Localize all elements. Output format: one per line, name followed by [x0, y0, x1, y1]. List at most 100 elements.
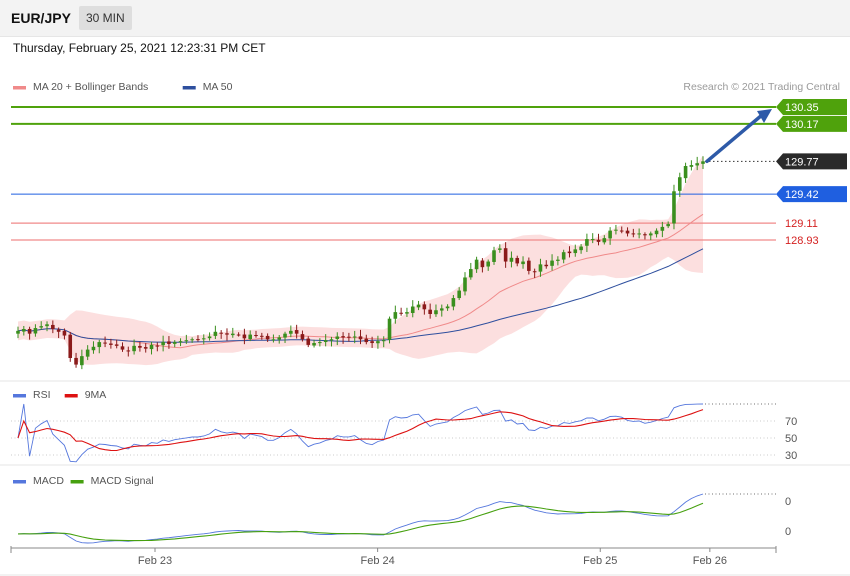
candle-body — [480, 260, 485, 268]
candle-body — [114, 344, 119, 346]
candle-body — [370, 341, 374, 344]
candle-body — [260, 335, 264, 337]
candle-body — [585, 239, 589, 246]
candle-body — [207, 336, 212, 339]
candle-body — [381, 340, 386, 342]
legend-label: 9MA — [85, 389, 107, 401]
level-label: 128.93 — [785, 235, 819, 247]
candle-body — [474, 259, 479, 270]
candle-body — [352, 336, 357, 338]
candle-body — [358, 336, 363, 340]
candle-body — [515, 257, 520, 264]
candle-body — [300, 334, 305, 340]
candle-body — [561, 252, 566, 260]
candle-body — [109, 343, 113, 345]
bollinger-band — [18, 155, 703, 366]
candle-body — [614, 229, 618, 231]
candle-body — [689, 165, 694, 167]
candle-body — [196, 339, 200, 341]
candle-body — [97, 342, 102, 348]
macd-signal-line — [17, 502, 704, 542]
candle-body — [596, 239, 601, 242]
candle-body — [39, 326, 44, 328]
candle-body — [213, 331, 218, 336]
level-label: 129.11 — [785, 218, 818, 230]
candle-body — [16, 330, 20, 334]
timeframe-badge[interactable]: 30 MIN — [79, 6, 132, 30]
candle-body — [254, 335, 258, 337]
candle-body — [631, 233, 636, 235]
rsi-tick-label: 30 — [785, 450, 797, 462]
candle-body — [335, 336, 340, 339]
candle-body — [393, 312, 398, 319]
rsi-tick-label: 70 — [785, 416, 797, 428]
candle-body — [178, 341, 183, 343]
legend-label: MA 50 — [203, 81, 233, 93]
candle-body — [236, 334, 241, 336]
projection-arrow-head — [757, 109, 772, 123]
candle-body — [590, 239, 595, 241]
candle-body — [341, 336, 345, 338]
candle-body — [172, 342, 177, 344]
candle-body — [579, 246, 583, 251]
x-tick-label: Feb 23 — [138, 555, 172, 567]
level-label: 130.17 — [785, 119, 819, 131]
legend-swatch — [70, 480, 84, 484]
candle-body — [486, 261, 491, 267]
candle-body — [410, 306, 415, 314]
candle-body — [532, 271, 537, 273]
candle-body — [318, 342, 322, 344]
candle-body — [445, 306, 450, 309]
candle-body — [666, 224, 670, 227]
candle-body — [463, 277, 467, 292]
candle-body — [289, 330, 293, 334]
candle-body — [643, 234, 647, 236]
candle-body — [567, 251, 572, 254]
watermark: Research © 2021 Trading Central — [683, 81, 840, 93]
level-tag-pivot — [776, 186, 847, 203]
macd-tick-label: 0 — [785, 496, 791, 508]
candle-body — [265, 335, 270, 340]
candle-body — [498, 248, 502, 250]
macd-line — [17, 493, 704, 544]
x-tick-label: Feb 26 — [693, 555, 727, 567]
candle-body — [248, 334, 253, 340]
candle-body — [416, 304, 421, 308]
projection-arrow — [705, 113, 764, 164]
candle-body — [155, 345, 160, 347]
x-tick-label: Feb 25 — [583, 555, 617, 567]
candle-body — [439, 308, 444, 311]
chart-header: EUR/JPY 30 MIN — [0, 0, 850, 37]
candle-body — [556, 259, 560, 261]
candle-body — [538, 264, 543, 272]
candle-body — [201, 338, 206, 340]
candle-body — [405, 312, 409, 314]
candle-body — [126, 350, 131, 352]
candle-body — [434, 310, 438, 315]
rsi-tick-label: 50 — [785, 433, 797, 445]
candle-body — [503, 248, 508, 262]
candle-body — [283, 333, 287, 338]
candle-body — [683, 166, 688, 179]
candle-body — [521, 261, 525, 265]
candle-body — [701, 161, 705, 164]
rsi-line — [17, 403, 704, 463]
candle-body — [428, 309, 432, 314]
candle-body — [312, 343, 316, 346]
candle-body — [85, 349, 90, 357]
candle-body — [677, 177, 682, 191]
level-label: 129.42 — [785, 189, 819, 201]
candle-body — [451, 298, 456, 307]
candle-body — [573, 249, 578, 254]
candle-body — [457, 290, 461, 299]
candle-body — [323, 340, 328, 343]
candle-body — [602, 238, 607, 243]
symbol-label: EUR/JPY — [11, 10, 71, 26]
candle-body — [132, 345, 136, 352]
candle-body — [80, 356, 84, 366]
candle-body — [347, 336, 351, 338]
candle-body — [225, 333, 229, 335]
legend-swatch — [13, 86, 26, 90]
candle-body — [619, 230, 624, 232]
